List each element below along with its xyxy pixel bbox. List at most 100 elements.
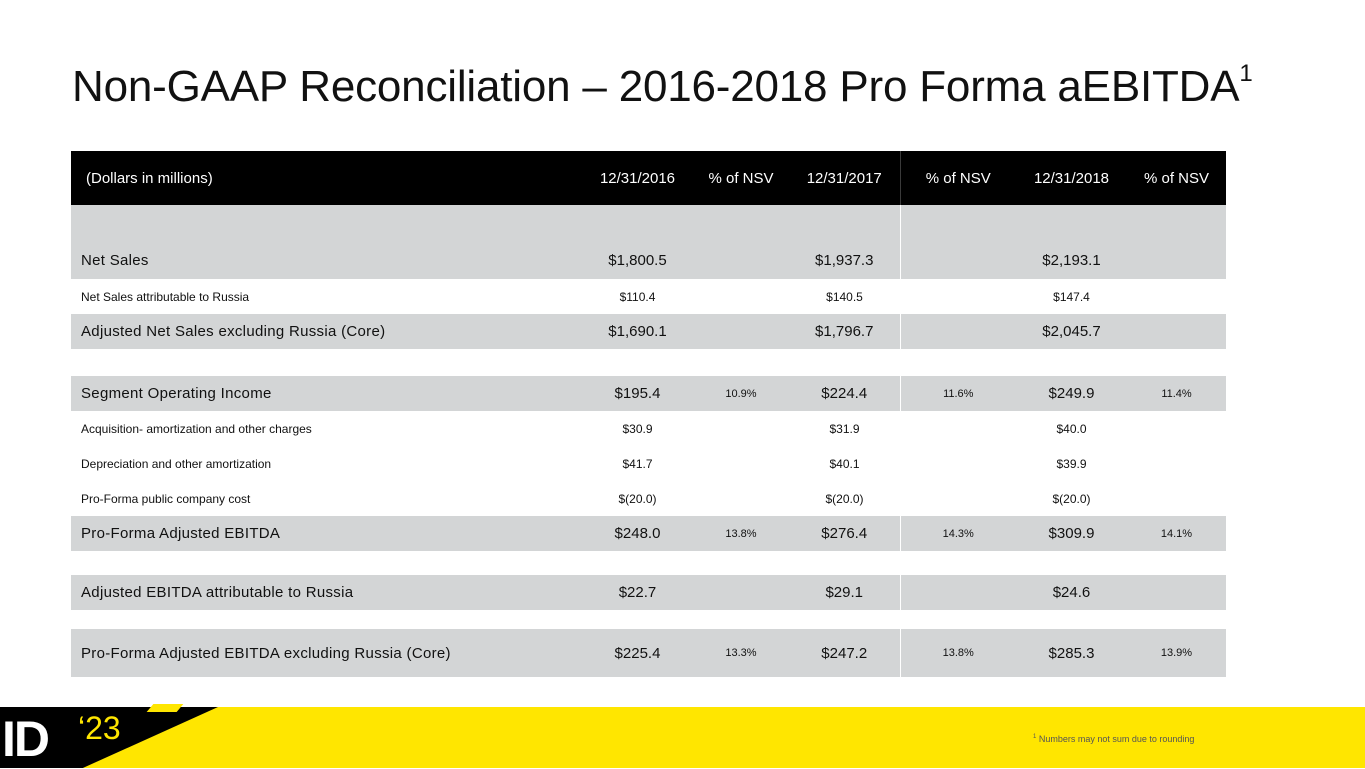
header-2018: 12/31/2018 [1016,151,1127,205]
table-header-row: (Dollars in millions) 12/31/2016 % of NS… [71,151,1226,205]
spacer-row [71,610,1226,629]
footnote-text: Numbers may not sum due to rounding [1038,734,1195,744]
value-2017: $31.9 [789,411,900,446]
page-title: Non-GAAP Reconciliation – 2016-2018 Pro … [72,60,1253,112]
pct-2016: 10.9% [693,376,789,411]
pct-2017: 14.3% [899,516,1016,551]
pct-2017: 13.8% [899,629,1016,677]
pct-2016: 13.3% [693,629,789,677]
value-2017: $29.1 [789,575,900,610]
row-net-sales-russia: Net Sales attributable to Russia $110.4 … [71,279,1226,314]
row-label: Adjusted EBITDA attributable to Russia [71,575,582,610]
header-2016: 12/31/2016 [582,151,693,205]
pct-2018 [1127,446,1226,481]
row-net-sales: Net Sales $1,800.5 $1,937.3 $2,193.1 [71,205,1226,279]
row-label: Depreciation and other amortization [71,446,582,481]
value-2017: $40.1 [789,446,900,481]
value-2016: $248.0 [582,516,693,551]
value-2016: $1,690.1 [582,314,693,349]
event-logo-year: ‘23 [78,710,121,746]
value-2017: $224.4 [789,376,900,411]
pct-2016 [693,575,789,610]
row-label: Net Sales attributable to Russia [71,279,582,314]
pct-2017: 11.6% [899,376,1016,411]
value-2016: $110.4 [582,279,693,314]
value-2017: $276.4 [789,516,900,551]
footnote: 1 Numbers may not sum due to rounding [1033,734,1194,744]
value-2016: $41.7 [582,446,693,481]
value-2017: $1,796.7 [789,314,900,349]
value-2016: $22.7 [582,575,693,610]
value-2017: $1,937.3 [789,205,900,279]
pct-2016 [693,314,789,349]
row-label: Pro-Forma Adjusted EBITDA excluding Russ… [71,629,582,677]
value-2016: $195.4 [582,376,693,411]
value-2017: $247.2 [789,629,900,677]
value-2016: $30.9 [582,411,693,446]
pct-2018 [1127,205,1226,279]
header-pct-2018: % of NSV [1127,151,1226,205]
value-2018: $(20.0) [1016,481,1127,516]
row-pro-forma-adjusted-ebitda-core: Pro-Forma Adjusted EBITDA excluding Russ… [71,629,1226,677]
footer-band [0,707,1365,768]
pct-2018 [1127,575,1226,610]
header-pct-2016: % of NSV [693,151,789,205]
pct-2016 [693,279,789,314]
value-2016: $(20.0) [582,481,693,516]
pct-2017 [899,314,1016,349]
value-2018: $24.6 [1016,575,1127,610]
spacer-row [71,349,1226,376]
row-segment-operating-income: Segment Operating Income $195.4 10.9% $2… [71,376,1226,411]
spacer-row [71,551,1226,575]
pct-2017 [900,411,1016,446]
pct-2018: 11.4% [1127,376,1226,411]
pct-2017 [900,481,1016,516]
pct-2016 [693,446,789,481]
value-2018: $40.0 [1016,411,1127,446]
row-label: Pro-Forma public company cost [71,481,582,516]
pct-2017 [900,446,1016,481]
title-footnote-marker: 1 [1239,60,1253,88]
value-2018: $2,045.7 [1016,314,1127,349]
value-2017: $(20.0) [789,481,900,516]
pct-2016 [693,481,789,516]
header-label: (Dollars in millions) [71,151,582,205]
value-2016: $1,800.5 [582,205,693,279]
pct-2016 [693,411,789,446]
row-label: Net Sales [71,205,582,279]
footnote-marker: 1 [1033,734,1037,740]
pct-2018 [1127,314,1226,349]
value-2018: $309.9 [1016,516,1127,551]
header-pct-2017: % of NSV [899,151,1016,205]
pct-2016 [693,205,789,279]
row-acquisition-charges: Acquisition- amortization and other char… [71,411,1226,446]
row-adjusted-net-sales-core: Adjusted Net Sales excluding Russia (Cor… [71,314,1226,349]
row-adjusted-ebitda-russia: Adjusted EBITDA attributable to Russia $… [71,575,1226,610]
row-public-company-cost: Pro-Forma public company cost $(20.0) $(… [71,481,1226,516]
value-2018: $39.9 [1016,446,1127,481]
value-2018: $285.3 [1016,629,1127,677]
pct-2018 [1127,411,1226,446]
pct-2018: 14.1% [1127,516,1226,551]
row-pro-forma-adjusted-ebitda: Pro-Forma Adjusted EBITDA $248.0 13.8% $… [71,516,1226,551]
row-label: Acquisition- amortization and other char… [71,411,582,446]
reconciliation-table: (Dollars in millions) 12/31/2016 % of NS… [71,151,1226,677]
pct-2017 [900,279,1016,314]
pct-2018 [1127,279,1226,314]
pct-2018 [1127,481,1226,516]
value-2017: $140.5 [789,279,900,314]
value-2018: $249.9 [1016,376,1127,411]
row-label: Segment Operating Income [71,376,582,411]
header-2017: 12/31/2017 [789,151,900,205]
event-logo: ID [2,711,50,767]
pct-2017 [899,205,1016,279]
value-2016: $225.4 [582,629,693,677]
row-label: Pro-Forma Adjusted EBITDA [71,516,582,551]
pct-2016: 13.8% [693,516,789,551]
value-2018: $2,193.1 [1016,205,1127,279]
value-2018: $147.4 [1016,279,1127,314]
row-label: Adjusted Net Sales excluding Russia (Cor… [71,314,582,349]
page-title-text: Non-GAAP Reconciliation – 2016-2018 Pro … [72,62,1240,111]
pct-2017 [899,575,1016,610]
row-depreciation: Depreciation and other amortization $41.… [71,446,1226,481]
